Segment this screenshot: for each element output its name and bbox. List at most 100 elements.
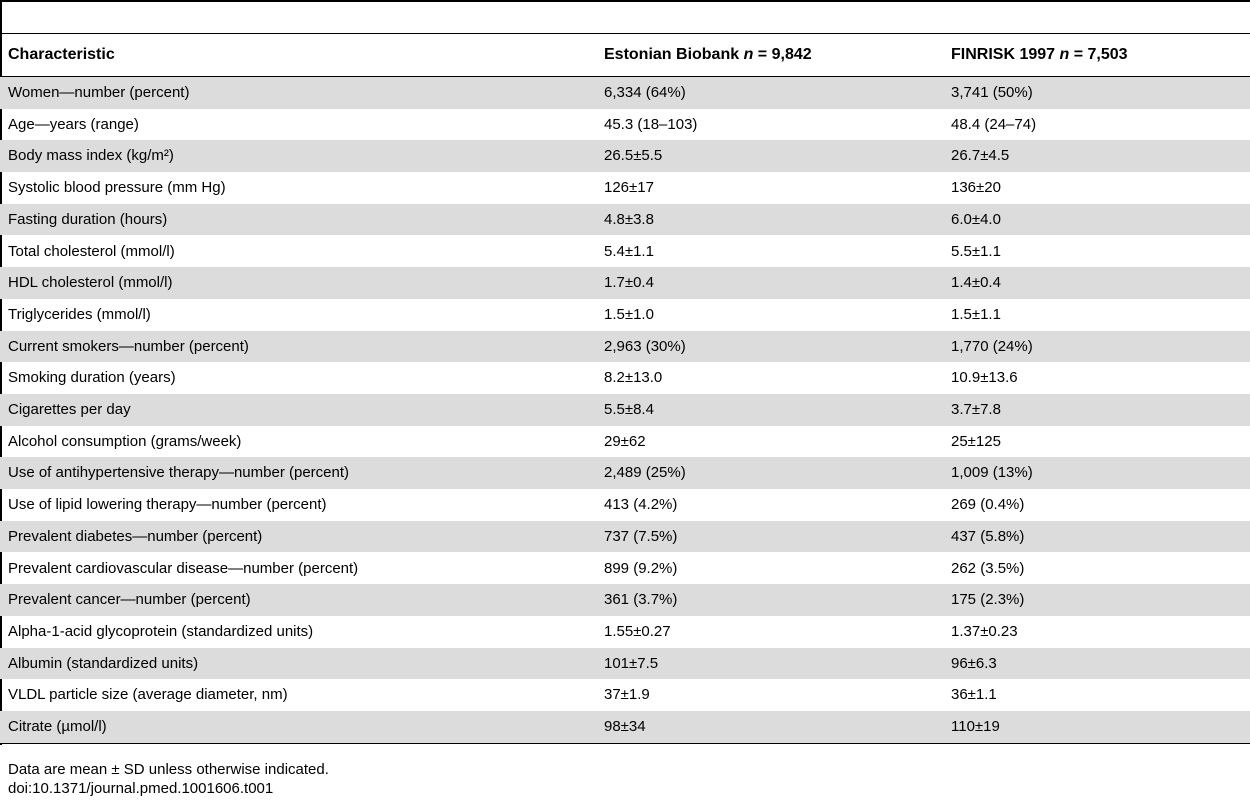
row-label: Current smokers—number (percent) [8,337,249,355]
header-estonian-n-var: n [743,46,754,63]
row-label: Total cholesterol (mmol/l) [8,242,175,260]
row-finrisk-value: 3,741 (50%) [951,84,1033,101]
row-label: Systolic blood pressure (mm Hg) [8,179,226,197]
table-row: Systolic blood pressure (mm Hg) 126±17 136… [0,172,1250,204]
table-row: Albumin (standardized units) 101±7.5 96±6.… [0,647,1250,680]
row-estonian-value: 1.5±1.0 [604,305,654,323]
row-finrisk-value: 48.4 (24–74) [951,115,1037,133]
row-label: HDL cholesterol (mmol/l) [8,274,173,292]
row-label: Women—number (percent) [8,84,190,101]
table-row: VLDL particle size (average diameter, nm… [0,679,1250,711]
row-label: Alcohol consumption (grams/week) [8,432,242,450]
header-finrisk-n-var: n [1059,46,1070,63]
header-estonian-biobank: Estonian Biobank n = 9,842 [604,46,812,64]
row-label: Prevalent diabetes—number (percent) [8,527,263,545]
table-row: Body mass index (kg/m²) 26.5±5.5 26.7±4.5 [0,140,1250,173]
table-bottom-rule [0,743,1250,744]
row-finrisk-value: 1,009 (13%) [951,464,1033,482]
row-estonian-value: 26.5±5.5 [604,147,663,165]
row-estonian-value: 126±17 [604,179,654,197]
row-estonian-value: 737 (7.5%) [604,527,678,545]
table-row: Prevalent diabetes—number (percent) 737 (… [0,520,1250,553]
table-row: Cigarettes per day 5.5±8.4 3.7±7.8 [0,394,1250,426]
row-finrisk-value: 110±19 [951,718,1000,735]
row-label: Albumin (standardized units) [8,654,199,672]
header-top-rule [0,33,1250,34]
header-finrisk-n-value: = 7,503 [1069,46,1128,63]
row-finrisk-value: 3.7±7.8 [951,401,1001,418]
row-label: Age—years (range) [8,115,139,133]
row-label: VLDL particle size (average diameter, nm… [8,686,288,704]
table-row: Women—number (percent) 6,334 (64%) 3,741 (… [0,77,1250,109]
table-row: Current smokers—number (percent) 2,963 (3… [0,330,1250,363]
header-finrisk-name: FINRISK 1997 [951,46,1060,63]
row-estonian-value: 37±1.9 [604,686,650,704]
table-row: Prevalent cardiovascular disease—number … [0,553,1250,585]
header-finrisk: FINRISK 1997 n = 7,503 [951,46,1128,64]
row-finrisk-value: 26.7±4.5 [951,147,1010,165]
row-estonian-value: 29±62 [604,432,646,450]
row-label: Triglycerides (mmol/l) [8,305,151,323]
row-estonian-value: 899 (9.2%) [604,559,678,577]
row-estonian-value: 2,489 (25%) [604,464,686,482]
row-estonian-value: 361 (3.7%) [604,591,678,609]
header-estonian-n-value: = 9,842 [753,46,812,63]
table-row: Use of antihypertensive therapy—number (… [0,457,1250,490]
row-finrisk-value: 1,770 (24%) [951,337,1033,355]
row-finrisk-value: 1.5±1.1 [951,305,1001,323]
header-characteristic: Characteristic [8,46,115,63]
footnote-text: Data are mean ± SD unless otherwise indi… [8,761,329,778]
row-estonian-value: 5.4±1.1 [604,242,654,260]
table-top-rule [0,0,1250,2]
row-estonian-value: 5.5±8.4 [604,401,654,418]
table-header: Characteristic Estonian Biobank n = 9,84… [0,34,1250,76]
row-finrisk-value: 437 (5.8%) [951,527,1025,545]
table-row: Fasting duration (hours) 4.8±3.8 6.0±4.0 [0,203,1250,236]
table-row: Use of lipid lowering therapy—number (pe… [0,489,1250,521]
row-label: Prevalent cardiovascular disease—number … [8,559,359,577]
row-finrisk-value: 262 (3.5%) [951,559,1025,577]
table-row: Age—years (range) 45.3 (18–103) 48.4 (24–7… [0,109,1250,141]
row-finrisk-value: 1.4±0.4 [951,274,1001,292]
doi-text: doi:10.1371/journal.pmed.1001606.t001 [8,780,274,797]
row-label: Use of lipid lowering therapy—number (pe… [8,496,327,514]
row-estonian-value: 8.2±13.0 [604,369,663,387]
row-finrisk-value: 175 (2.3%) [951,591,1025,609]
table-row: Alpha-1-acid glycoprotein (standardized … [0,616,1250,648]
row-label: Body mass index (kg/m²) [8,147,174,165]
table-row: Triglycerides (mmol/l) 1.5±1.0 1.5±1.1 [0,299,1250,331]
row-finrisk-value: 96±6.3 [951,654,997,672]
row-finrisk-value: 269 (0.4%) [951,496,1025,514]
table-row: Total cholesterol (mmol/l) 5.4±1.1 5.5±1.1 [0,236,1250,268]
row-label: Prevalent cancer—number (percent) [8,591,251,609]
row-estonian-value: 1.7±0.4 [604,274,654,292]
row-estonian-value: 98±34 [604,718,646,735]
row-finrisk-value: 36±1.1 [951,686,997,704]
row-finrisk-value: 6.0±4.0 [951,210,1001,228]
row-estonian-value: 2,963 (30%) [604,337,686,355]
row-label: Use of antihypertensive therapy—number (… [8,464,350,482]
row-finrisk-value: 10.9±13.6 [951,369,1018,387]
table-row: HDL cholesterol (mmol/l) 1.7±0.4 1.4±0.4 [0,267,1250,299]
row-finrisk-value: 5.5±1.1 [951,242,1001,260]
row-finrisk-value: 136±20 [951,179,1001,197]
row-estonian-value: 413 (4.2%) [604,496,678,514]
row-estonian-value: 6,334 (64%) [604,84,686,101]
table-row: Citrate (µmol/l) 98±34 110±19 [0,711,1250,743]
row-label: Fasting duration (hours) [8,210,168,228]
row-label: Alpha-1-acid glycoprotein (standardized … [8,622,314,640]
row-estonian-value: 45.3 (18–103) [604,115,698,133]
row-finrisk-value: 1.37±0.23 [951,622,1018,640]
row-label: Citrate (µmol/l) [8,718,107,735]
table-row: Prevalent cancer—number (percent) 361 (3.… [0,584,1250,616]
table-row: Smoking duration (years) 8.2±13.0 10.9±13.… [0,362,1250,394]
row-estonian-value: 1.55±0.27 [604,622,671,640]
row-estonian-value: 101±7.5 [604,654,659,672]
table-left-rule [0,0,2,745]
header-bottom-rule [0,76,1250,77]
row-label: Smoking duration (years) [8,369,176,387]
table-row: Alcohol consumption (grams/week) 29±62 25±… [0,426,1250,458]
header-estonian-name: Estonian Biobank [604,46,744,63]
row-label: Cigarettes per day [8,401,131,418]
row-estonian-value: 4.8±3.8 [604,210,654,228]
